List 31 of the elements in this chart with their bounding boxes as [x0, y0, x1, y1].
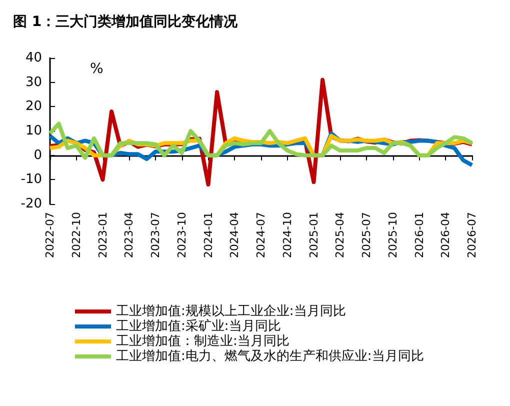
x-tick-label: 2025-04 [334, 212, 347, 258]
y-tick-label: 20 [25, 99, 42, 114]
x-tick-label: 2026-04 [439, 212, 452, 258]
y-tick-label: -10 [20, 172, 42, 188]
x-tick-label: 2025-01 [307, 212, 320, 258]
x-tick-label: 2026-07 [466, 212, 478, 258]
chart-title: 图 1：三大门类增加值同比变化情况 [13, 13, 239, 30]
legend-label: 工业增加值：制造业:当月同比 [116, 334, 290, 349]
x-tick-label: 2023-07 [149, 212, 162, 258]
y-tick-label: 0 [34, 148, 42, 163]
x-tick-label: 2022-07 [44, 212, 56, 258]
y-axis-title: % [90, 61, 104, 77]
x-tick-label: 2025-07 [360, 212, 373, 258]
y-tick-label: 10 [25, 124, 42, 138]
legend-label: 工业增加值:采矿业:当月同比 [116, 319, 281, 334]
x-tick-label: 2024-10 [280, 212, 294, 258]
y-tick-label: -20 [20, 196, 42, 212]
x-tick-label: 2026-01 [412, 212, 426, 258]
x-tick-label: 2024-04 [228, 212, 242, 258]
x-tick-label: 2023-04 [122, 212, 136, 258]
x-tick-label: 2025-10 [386, 212, 400, 258]
line-series [48, 122, 474, 160]
x-tick-label: 2024-07 [254, 212, 268, 258]
x-tick-label: 2024-01 [202, 212, 215, 258]
x-tick-label: 2023-10 [175, 212, 188, 258]
y-tick-label: 40 [25, 50, 42, 66]
legend-label: 工业增加值:电力、燃气及水的生产和供应业:当月同比 [116, 348, 424, 364]
legend-label: 工业增加值:规模以上工业企业:当月同比 [116, 304, 346, 319]
x-tick-label: 2023-01 [96, 212, 110, 258]
y-tick-label: 30 [25, 74, 42, 90]
x-tick-label: 2022-10 [70, 212, 83, 258]
